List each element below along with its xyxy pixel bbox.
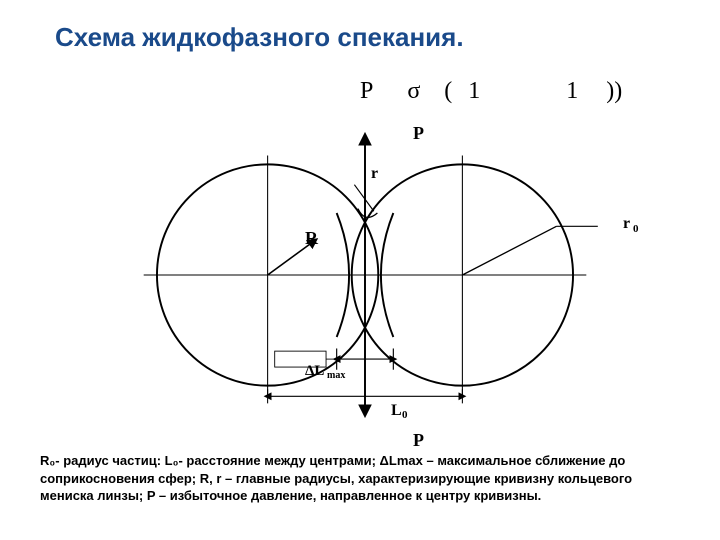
formula-rparen: )): [606, 78, 622, 104]
diagram-label-L0sub: 0: [402, 409, 408, 421]
diagram-label-r: r: [371, 165, 378, 183]
diagram-svg: [95, 110, 635, 440]
formula-one1: 1: [468, 78, 560, 104]
diagram-label-R: R: [305, 228, 318, 249]
page-title: Схема жидкофазного спекания.: [55, 22, 464, 53]
diagram-label-P_top: P: [413, 123, 424, 144]
formula: P σ ( 1 1 )): [360, 78, 622, 105]
diagram-label-r0sub: 0: [633, 223, 639, 235]
diagram-label-P_bot: P: [413, 430, 424, 451]
caption-text: R₀- радиус частиц: L₀- расстояние между …: [40, 452, 680, 505]
formula-one2: 1: [566, 78, 600, 104]
formula-sigma: σ: [407, 78, 438, 104]
diagram: PPrRr0ΔLmaxL0: [95, 110, 635, 430]
diagram-label-L0: L: [391, 402, 402, 420]
diagram-label-dLmaxsub: max: [327, 370, 345, 381]
formula-lparen: (: [444, 78, 462, 104]
formula-P: P: [360, 78, 401, 104]
diagram-label-r0: r: [623, 215, 630, 233]
diagram-label-dLmax: ΔL: [305, 363, 324, 380]
